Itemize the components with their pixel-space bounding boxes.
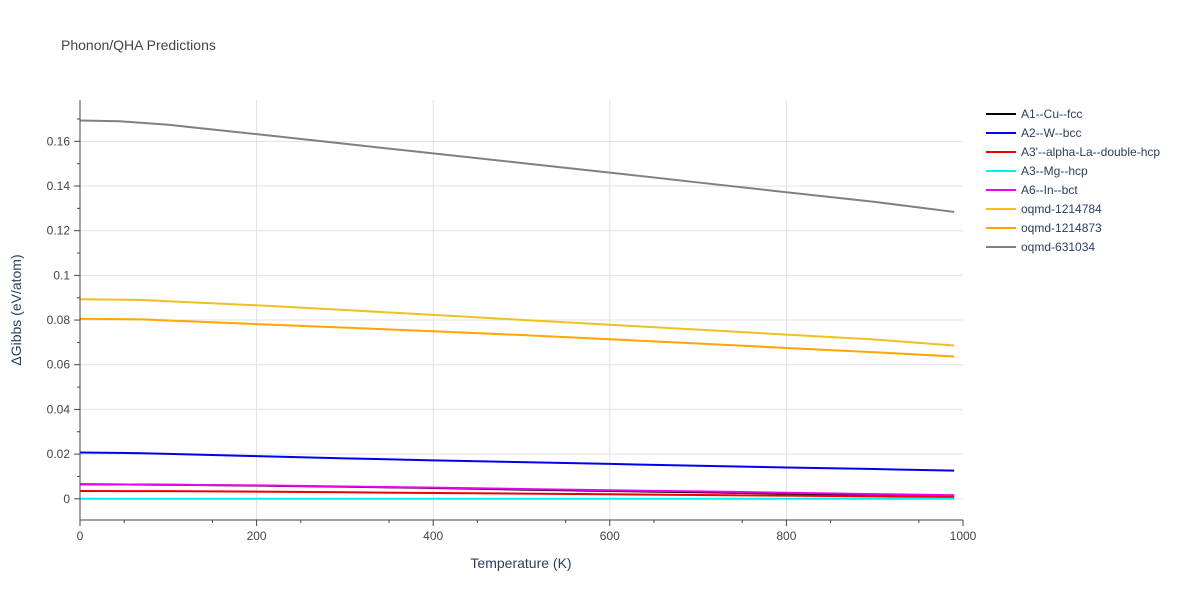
legend-label: oqmd-1214873 — [1021, 221, 1102, 235]
y-tick-label: 0.14 — [47, 179, 71, 193]
x-tick-label: 1000 — [950, 529, 977, 543]
series-line[interactable] — [79, 483, 955, 497]
series-line[interactable] — [79, 317, 955, 358]
series-line[interactable] — [79, 298, 955, 347]
legend-item[interactable]: A3--Mg--hcp — [986, 164, 1088, 178]
y-tick-label: 0.04 — [47, 402, 71, 416]
y-tick-label: 0.08 — [47, 313, 71, 327]
x-axis-label: Temperature (K) — [470, 555, 571, 571]
y-tick-label: 0 — [63, 492, 70, 506]
y-tick-label: 0.02 — [47, 447, 71, 461]
y-tick-label: 0.06 — [47, 358, 71, 372]
x-tick-label: 400 — [423, 529, 443, 543]
x-tick-label: 0 — [77, 529, 84, 543]
axes-layer: 0 200 400 600 800 1000 0 0.02 0.04 0.06 0.08 0.1 0.1… — [47, 100, 977, 543]
x-tick-label: 800 — [776, 529, 796, 543]
legend-item[interactable]: A6--In--bct — [986, 183, 1078, 197]
x-tick-label: 200 — [247, 529, 267, 543]
legend-label: A6--In--bct — [1021, 183, 1078, 197]
series-line[interactable] — [79, 451, 955, 472]
legend-label: A3'--alpha-La--double-hcp — [1021, 145, 1160, 159]
legend-item[interactable]: oqmd-1214784 — [986, 202, 1102, 216]
y-tick-label: 0.16 — [47, 134, 71, 148]
y-axis-label: ΔGibbs (eV/atom) — [8, 254, 24, 365]
legend-item[interactable]: A1--Cu--fcc — [986, 107, 1082, 121]
legend-label: A3--Mg--hcp — [1021, 164, 1088, 178]
legend-item[interactable]: oqmd-631034 — [986, 240, 1095, 254]
legend-item[interactable]: oqmd-1214873 — [986, 221, 1102, 235]
x-tick-label: 600 — [600, 529, 620, 543]
legend-label: A1--Cu--fcc — [1021, 107, 1082, 121]
legend-label: oqmd-1214784 — [1021, 202, 1102, 216]
legend-label: oqmd-631034 — [1021, 240, 1095, 254]
y-tick-label: 0.12 — [47, 224, 71, 238]
series-line[interactable] — [79, 489, 955, 498]
series-layer — [79, 119, 955, 500]
legend-item[interactable]: A2--W--bcc — [986, 126, 1081, 140]
legend[interactable]: A1--Cu--fcc A2--W--bcc A3'--alpha-La--doub… — [986, 107, 1160, 254]
series-line[interactable] — [79, 119, 955, 213]
legend-item[interactable]: A3'--alpha-La--double-hcp — [986, 145, 1160, 159]
y-tick-label: 0.1 — [53, 268, 70, 282]
legend-label: A2--W--bcc — [1021, 126, 1081, 140]
chart-title: Phonon/QHA Predictions — [61, 37, 216, 53]
